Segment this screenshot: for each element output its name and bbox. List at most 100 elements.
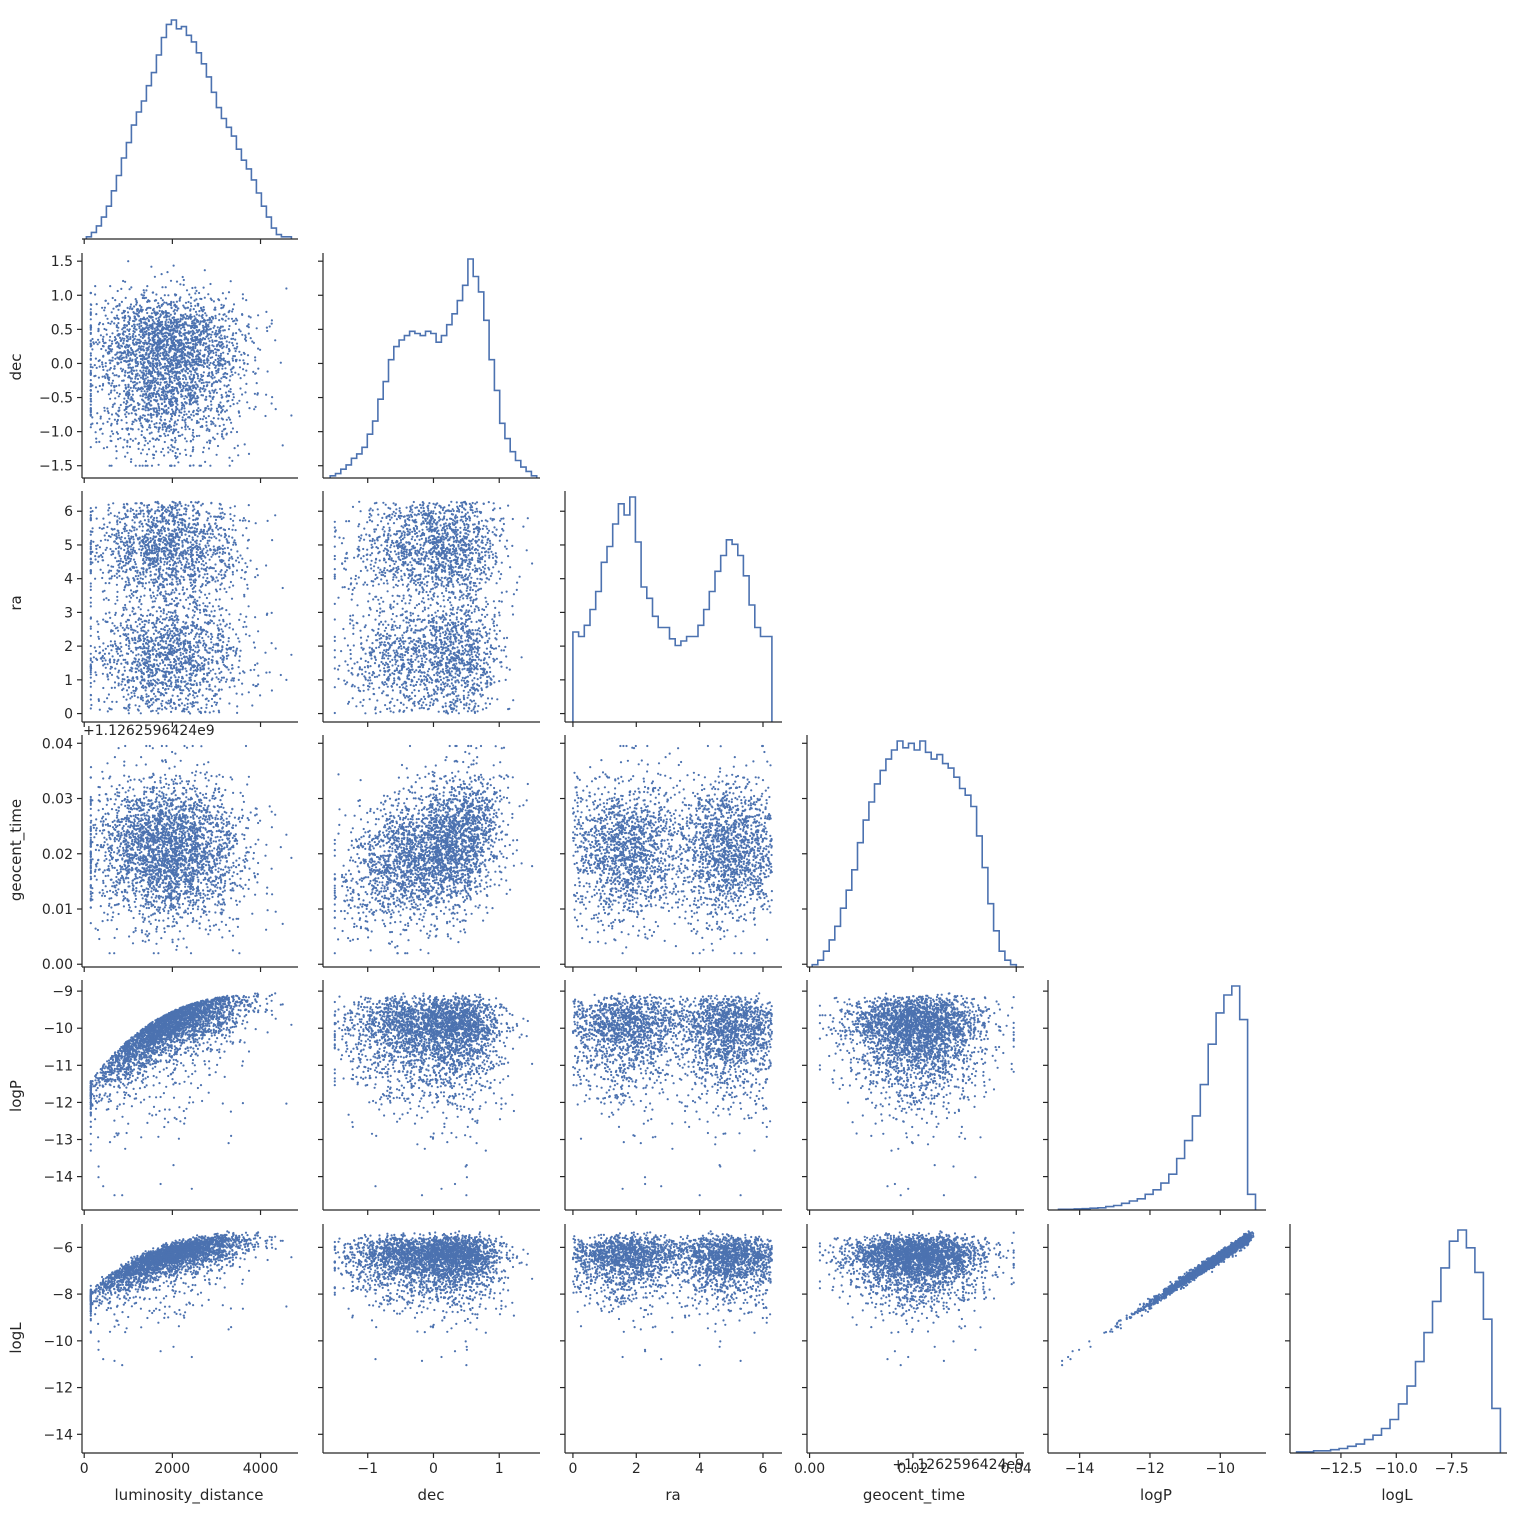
scatter-point [238,373,240,375]
scatter-point [205,314,207,316]
scatter-point [231,460,233,462]
scatter-point [119,437,121,439]
scatter-point [223,305,225,307]
scatter-point [120,404,122,406]
scatter-point [214,389,216,391]
scatter-point [174,348,176,350]
scatter-point [163,301,165,303]
scatter-point [136,375,138,377]
scatter-point [117,322,119,324]
scatter-point [157,383,159,385]
scatter-point [173,377,175,379]
scatter-point [112,406,114,408]
scatter-point [183,279,185,281]
scatter-point [157,431,159,433]
scatter-point [147,300,149,302]
scatter-point [155,407,157,409]
scatter-point [231,371,233,373]
scatter-point [195,337,197,339]
scatter-point [171,372,173,374]
scatter-point [138,374,140,376]
scatter-point [215,335,217,337]
scatter-point [193,324,195,326]
scatter-point [206,319,208,321]
scatter-point [144,401,146,403]
scatter-point [168,329,170,331]
scatter-point [149,389,151,391]
scatter-point [90,308,92,310]
scatter-point [187,332,189,334]
scatter-point [194,292,196,294]
scatter-point [129,319,131,321]
scatter-point [170,307,172,309]
scatter-point [213,392,215,394]
scatter-point [174,319,176,321]
scatter-point [111,413,113,415]
scatter-point [90,359,92,361]
scatter-point [179,381,181,383]
scatter-point [210,336,212,338]
scatter-point [116,392,118,394]
scatter-point [163,351,165,353]
scatter-point [192,434,194,436]
scatter-point [186,346,188,348]
scatter-point [266,330,268,332]
scatter-point [90,426,92,428]
scatter-point [172,393,174,395]
scatter-point [168,425,170,427]
scatter-point [195,311,197,313]
scatter-point [209,283,211,285]
scatter-point [142,359,144,361]
scatter-point [136,302,138,304]
scatter-point [121,301,123,303]
scatter-point [171,356,173,358]
scatter-point [218,355,220,357]
scatter-point [210,298,212,300]
scatter-point [146,323,148,325]
scatter-point [202,310,204,312]
panel-dec-vs-luminosity_distance: −1.5−1.0−0.50.00.51.01.5 [39,253,298,483]
scatter-point [199,418,201,420]
scatter-point [161,403,163,405]
scatter-point [240,354,242,356]
scatter-point [180,364,182,366]
scatter-point [203,385,205,387]
scatter-point [143,289,145,291]
scatter-point [190,414,192,416]
scatter-point [229,465,231,467]
scatter-point [182,305,184,307]
scatter-point [184,359,186,361]
scatter-point [138,312,140,314]
scatter-point [102,376,104,378]
scatter-point [195,298,197,300]
scatter-point [171,389,173,391]
scatter-point [122,327,124,329]
scatter-point [155,293,157,295]
scatter-point [188,387,190,389]
scatter-point [253,408,255,410]
scatter-point [152,337,154,339]
scatter-point [122,446,124,448]
scatter-point [120,345,122,347]
scatter-point [152,437,154,439]
scatter-point [164,366,166,368]
scatter-point [176,301,178,303]
scatter-point [149,424,151,426]
scatter-point [172,386,174,388]
scatter-point [173,396,175,398]
scatter-point [95,358,97,360]
scatter-point [165,412,167,414]
scatter-point [170,465,172,467]
scatter-point [123,390,125,392]
scatter-point [126,411,128,413]
scatter-point [176,309,178,311]
scatter-point [116,317,118,319]
scatter-point [99,322,101,324]
scatter-point [186,382,188,384]
scatter-point [126,445,128,447]
scatter-point [177,431,179,433]
scatter-point [142,297,144,299]
scatter-point [191,322,193,324]
scatter-point [128,333,130,335]
scatter-point [162,448,164,450]
